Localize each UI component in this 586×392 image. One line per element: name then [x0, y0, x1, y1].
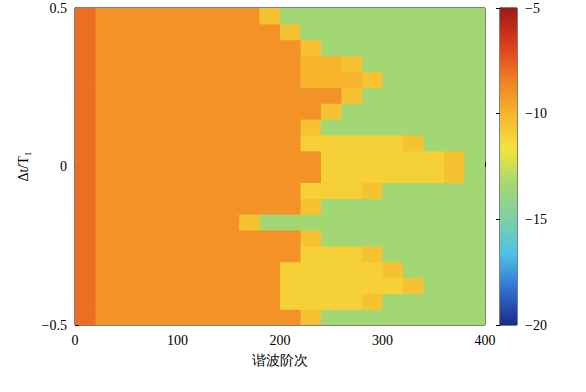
svg-text:100: 100	[167, 333, 188, 348]
svg-text:0: 0	[60, 159, 67, 174]
svg-text:Δt/T₁: Δt/T₁	[16, 151, 31, 181]
svg-text:200: 200	[270, 333, 291, 348]
svg-text:0: 0	[72, 333, 79, 348]
svg-text:300: 300	[372, 333, 393, 348]
svg-text:−20: −20	[525, 318, 547, 333]
svg-text:−5: −5	[525, 1, 540, 16]
svg-text:−0.5: −0.5	[42, 318, 67, 333]
svg-text:0.5: 0.5	[50, 1, 68, 16]
svg-text:谐波阶次: 谐波阶次	[252, 353, 308, 368]
svg-text:−15: −15	[525, 212, 547, 227]
svg-text:400: 400	[475, 333, 496, 348]
svg-text:−10: −10	[525, 106, 547, 121]
